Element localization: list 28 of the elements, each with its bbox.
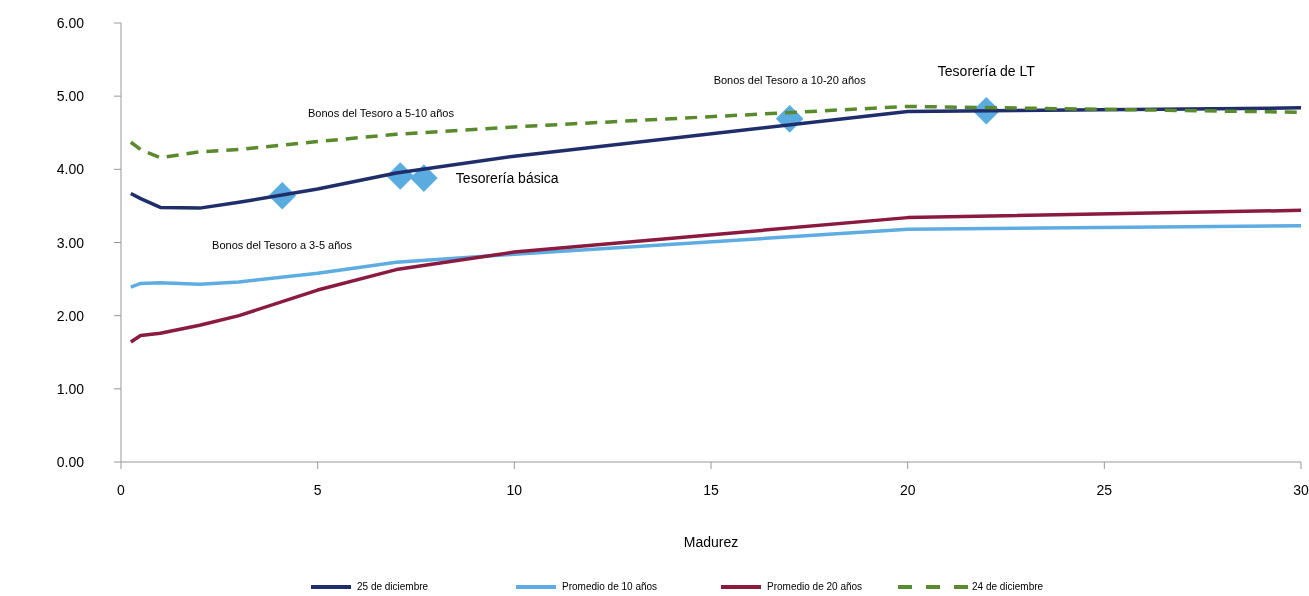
- x-axis-title: Madurez: [683, 534, 739, 550]
- line-series: [129, 208, 1303, 344]
- legend-label: 25 de diciembre: [357, 580, 429, 592]
- y-tick-label: 0.00: [56, 454, 85, 470]
- annotation: Bonos del Tesoro a 10-20 años: [713, 73, 867, 86]
- legend-label: 24 de diciembre: [972, 580, 1044, 592]
- x-tick-label: 25: [1096, 482, 1113, 498]
- line-series: [129, 106, 1303, 210]
- y-tick-label: 4.00: [56, 161, 85, 178]
- annotation: Bonos del Tesoro a 3-5 años: [212, 239, 353, 251]
- legend-label: Promedio de 10 años: [562, 580, 658, 592]
- point: [410, 164, 438, 192]
- y-tick-label: 6.00: [56, 15, 85, 31]
- legend-label: Promedio de 20 años: [767, 580, 863, 592]
- x-tick-label: 20: [899, 482, 916, 498]
- x-tick-label: 5: [313, 482, 322, 498]
- x-tick-label: 30: [1293, 482, 1309, 498]
- y-tick-label: 5.00: [56, 88, 85, 105]
- y-tick-label: 1.00: [56, 380, 85, 397]
- annotation: Tesorería de LT: [937, 62, 1036, 79]
- x-tick-label: 0: [117, 482, 126, 498]
- annotation: Bonos del Tesoro a 5-10 años: [308, 107, 455, 119]
- annotation: Tesorería básica: [455, 170, 559, 187]
- y-tick-label: 3.00: [56, 234, 85, 251]
- x-tick-label: 10: [506, 482, 523, 498]
- y-tick-label: 2.00: [56, 307, 85, 324]
- x-tick-label: 15: [703, 482, 719, 498]
- line-series: [129, 223, 1303, 289]
